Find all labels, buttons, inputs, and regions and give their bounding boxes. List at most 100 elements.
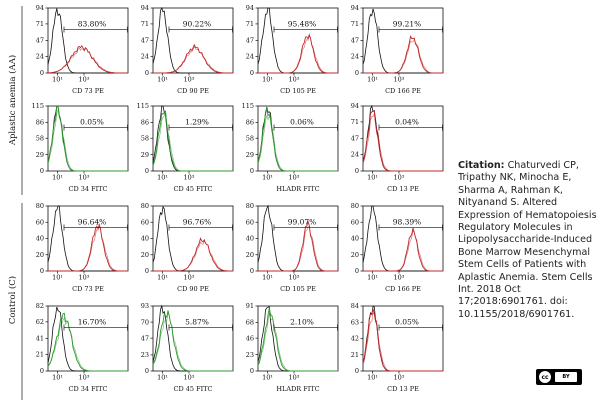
sample-histogram bbox=[48, 44, 128, 74]
y-tick-label: 20 bbox=[36, 251, 44, 259]
x-tick-label: 10¹ bbox=[157, 76, 168, 84]
gate-percentage-label: 0.04% bbox=[395, 117, 419, 126]
x-tick-label: 10³ bbox=[289, 174, 300, 182]
y-tick-label: 80 bbox=[36, 202, 44, 210]
y-tick-label: 0 bbox=[355, 267, 359, 275]
y-tick-label: 29 bbox=[36, 151, 44, 159]
sample-histogram-replicate bbox=[258, 226, 338, 272]
y-tick-label: 24 bbox=[351, 53, 359, 61]
histogram-panels: 0 24 47 71 94 10¹ 10³ CD 73 PE 83.80% 0 24 47 71 94 10… bbox=[32, 4, 444, 393]
sample-histogram-replicate bbox=[362, 312, 443, 372]
y-tick-label: 86 bbox=[246, 119, 254, 127]
plot-frame bbox=[152, 105, 234, 172]
x-axis-label: CD 166 PE bbox=[385, 285, 421, 293]
sample-histogram-replicate bbox=[152, 311, 233, 372]
by-mark: BY bbox=[555, 372, 577, 382]
x-tick-label: 10³ bbox=[184, 76, 195, 84]
sample-histogram-replicate bbox=[257, 115, 338, 172]
x-tick-label: 10³ bbox=[289, 76, 300, 84]
y-tick-label: 20 bbox=[246, 251, 254, 259]
y-tick-label: 58 bbox=[36, 134, 44, 142]
y-tick-label: 29 bbox=[141, 151, 149, 159]
isotype-control-histogram bbox=[257, 204, 338, 272]
y-tick-label: 80 bbox=[141, 202, 149, 210]
citation-label: Citation: bbox=[458, 160, 505, 171]
y-tick-label: 21 bbox=[351, 351, 359, 359]
y-tick-label: 47 bbox=[141, 37, 149, 45]
y-tick-label: 47 bbox=[351, 135, 359, 143]
x-tick-label: 10¹ bbox=[367, 374, 378, 382]
x-tick-label: 10³ bbox=[394, 274, 405, 282]
y-tick-label: 41 bbox=[36, 335, 44, 343]
y-tick-label: 71 bbox=[246, 20, 254, 28]
x-tick-label: 10³ bbox=[79, 274, 90, 282]
x-tick-label: 10¹ bbox=[367, 274, 378, 282]
y-tick-label: 115 bbox=[137, 102, 149, 110]
x-axis-label: CD 166 PE bbox=[385, 87, 421, 95]
x-tick-label: 10³ bbox=[79, 76, 90, 84]
citation-block: Citation: Chaturvedi CP, Tripathy NK, Mi… bbox=[458, 160, 598, 321]
y-tick-label: 58 bbox=[246, 134, 254, 142]
x-tick-label: 10¹ bbox=[262, 374, 273, 382]
sample-histogram-replicate bbox=[257, 313, 338, 372]
y-tick-label: 47 bbox=[246, 37, 254, 45]
y-tick-label: 62 bbox=[36, 318, 44, 326]
x-tick-label: 10³ bbox=[289, 374, 300, 382]
gate-percentage-label: 96.76% bbox=[183, 217, 212, 226]
x-tick-label: 10¹ bbox=[52, 76, 63, 84]
y-tick-label: 60 bbox=[36, 218, 44, 226]
y-tick-label: 0 bbox=[250, 69, 254, 77]
plot-frame bbox=[257, 205, 339, 272]
x-tick-label: 10¹ bbox=[367, 174, 378, 182]
gate-percentage-label: 83.80% bbox=[78, 19, 107, 28]
y-tick-label: 115 bbox=[32, 102, 44, 110]
y-tick-label: 24 bbox=[36, 53, 44, 61]
x-axis-label: CD 34 FITC bbox=[69, 385, 108, 393]
histogram-panel: 0 24 47 71 94 10¹ 10³ CD 90 PE 90.22% bbox=[141, 4, 234, 95]
y-tick-label: 94 bbox=[36, 4, 44, 12]
histogram-panel: 0 29 58 86 115 10¹ 10³ CD 45 FITC 1.29% bbox=[137, 102, 234, 193]
sample-histogram bbox=[153, 43, 233, 74]
sample-histogram-replicate bbox=[48, 226, 128, 272]
y-tick-label: 0 bbox=[250, 367, 254, 375]
gate-percentage-label: 0.05% bbox=[80, 117, 104, 126]
isotype-control-histogram bbox=[152, 205, 233, 272]
y-tick-label: 24 bbox=[141, 53, 149, 61]
y-tick-label: 71 bbox=[351, 20, 359, 28]
histogram-panel: 0 24 47 71 94 10¹ 10³ CD 166 PE 99.21% bbox=[351, 4, 444, 95]
sample-histogram-replicate bbox=[48, 47, 128, 74]
x-tick-label: 10¹ bbox=[157, 274, 168, 282]
y-tick-label: 58 bbox=[141, 134, 149, 142]
sample-histogram bbox=[47, 105, 128, 172]
x-axis-label: CD 90 PE bbox=[177, 285, 209, 293]
y-tick-label: 20 bbox=[351, 251, 359, 259]
gate-percentage-label: 99.07% bbox=[288, 217, 317, 226]
y-tick-label: 0 bbox=[40, 367, 44, 375]
y-tick-label: 47 bbox=[141, 334, 149, 342]
x-axis-label: CD 13 PE bbox=[387, 385, 419, 393]
gate-percentage-label: 98.39% bbox=[393, 217, 422, 226]
y-tick-label: 0 bbox=[145, 69, 149, 77]
y-tick-label: 40 bbox=[351, 235, 359, 243]
x-tick-label: 10³ bbox=[289, 274, 300, 282]
x-axis-label: CD 45 FITC bbox=[174, 185, 213, 193]
sample-histogram-replicate bbox=[47, 317, 128, 372]
histogram-panel: 0 24 47 71 94 10¹ 10³ CD 73 PE 83.80% bbox=[36, 4, 129, 95]
histogram-panel: 0 23 47 70 93 10¹ 10³ CD 45 FITC 5.87% bbox=[141, 302, 234, 393]
x-tick-label: 10¹ bbox=[367, 76, 378, 84]
x-axis-label: CD 13 PE bbox=[387, 185, 419, 193]
y-tick-label: 94 bbox=[141, 4, 149, 12]
y-tick-label: 60 bbox=[246, 218, 254, 226]
group-label-control: Control (C) bbox=[7, 276, 18, 324]
gate-percentage-label: 0.05% bbox=[395, 317, 419, 326]
sample-histogram-replicate bbox=[363, 38, 443, 74]
x-axis-label: CD 105 PE bbox=[280, 285, 316, 293]
y-tick-label: 94 bbox=[246, 4, 254, 12]
isotype-control-histogram bbox=[362, 205, 443, 272]
y-tick-label: 0 bbox=[355, 167, 359, 175]
y-tick-label: 0 bbox=[145, 167, 149, 175]
y-tick-label: 21 bbox=[36, 351, 44, 359]
histogram-panel: 0 29 58 86 115 10¹ 10³ HLADR FITC 0.06% bbox=[242, 102, 339, 193]
x-axis-label: CD 73 PE bbox=[72, 285, 104, 293]
